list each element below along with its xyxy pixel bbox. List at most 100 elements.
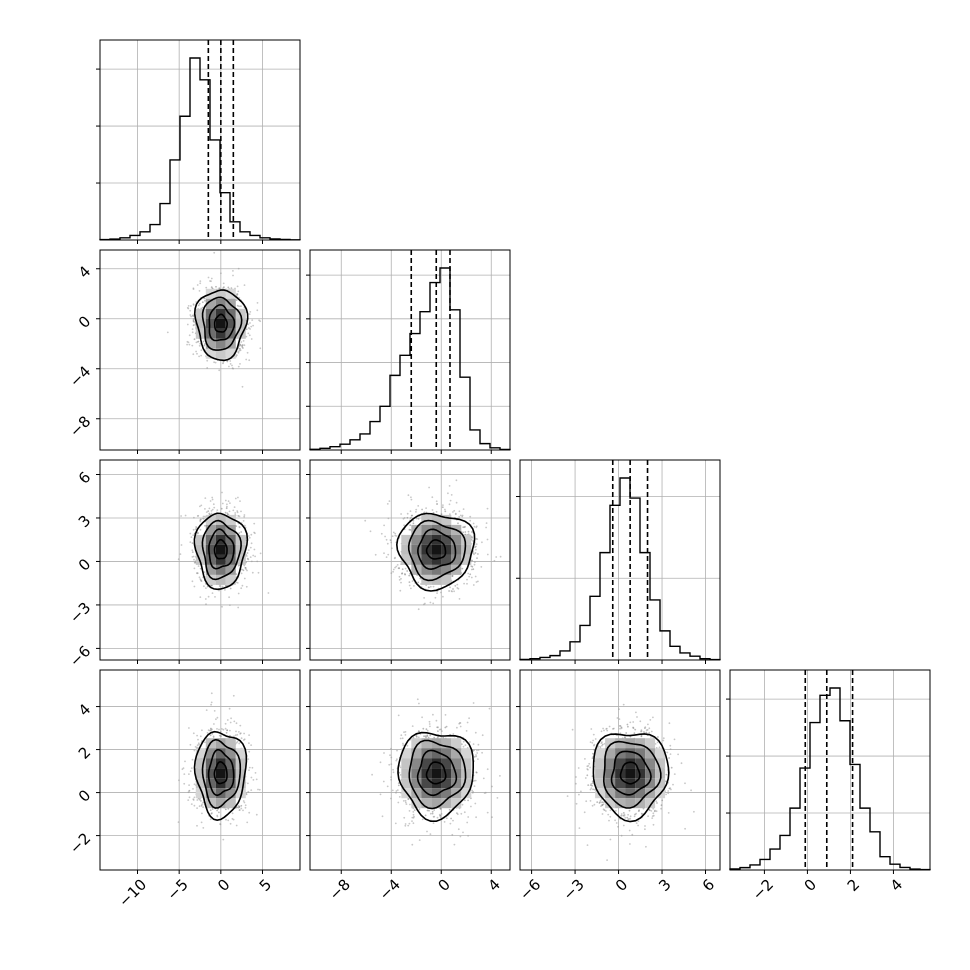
scatter-point [461, 803, 464, 806]
scatter-point [235, 722, 238, 725]
scatter-point [392, 768, 394, 771]
scatter-point [199, 518, 202, 521]
scatter-point [267, 592, 270, 594]
scatter-point [462, 745, 465, 748]
density-cell [461, 554, 472, 565]
scatter-point [442, 504, 444, 506]
scatter-point [195, 341, 198, 344]
density-cell [451, 748, 462, 759]
scatter-point [461, 567, 464, 570]
scatter-point [462, 740, 465, 743]
scatter-point [408, 584, 411, 587]
scatter-point [431, 496, 434, 499]
scatter-point [232, 270, 234, 272]
scatter-point [456, 726, 458, 729]
scatter-point [470, 805, 472, 808]
scatter-point [234, 512, 237, 514]
scatter-point [247, 323, 250, 326]
scatter-point [192, 534, 195, 537]
density-cell [635, 798, 646, 809]
scatter-point [248, 334, 251, 337]
density-cell [625, 758, 636, 769]
scatter-point [418, 839, 421, 841]
contour-line [417, 528, 457, 571]
scatter-point [591, 804, 594, 807]
scatter-point [416, 698, 419, 701]
scatter-point [589, 741, 592, 743]
density-cell [635, 748, 646, 759]
scatter-point [486, 811, 489, 814]
scatter-point [210, 286, 213, 288]
scatter-point [415, 508, 418, 511]
scatter-point [235, 824, 238, 827]
scatter-point [465, 730, 468, 732]
scatter-point [226, 512, 229, 515]
density-cell [431, 798, 442, 809]
scatter-point [473, 563, 476, 566]
scatter-point [435, 510, 438, 513]
density-cell [431, 748, 442, 759]
scatter-point [210, 510, 213, 512]
scatter-point [212, 503, 215, 506]
scatter-point [213, 710, 216, 712]
scatter-point [231, 817, 234, 820]
scatter-point [192, 324, 195, 327]
scatter-point [586, 765, 589, 768]
scatter-point [222, 282, 225, 285]
scatter-point [648, 731, 651, 734]
scatter-point [374, 553, 377, 556]
density-cell [225, 308, 236, 319]
scatter-point [475, 771, 478, 774]
scatter-point [491, 785, 493, 788]
scatter-point [247, 790, 250, 793]
scatter-point [219, 823, 222, 825]
scatter-point [652, 823, 655, 826]
scatter-point [425, 507, 427, 509]
density-cell [205, 514, 216, 525]
density-cell [595, 748, 606, 759]
scatter-point [620, 814, 623, 817]
scatter-point [580, 790, 582, 793]
scatter-point [192, 788, 194, 790]
scatter-point [202, 340, 205, 343]
scatter-point [477, 743, 480, 746]
scatter-point [252, 779, 255, 781]
density-cell [411, 768, 422, 779]
scatter-point [402, 742, 404, 745]
scatter-point [215, 285, 217, 288]
scatter-point [411, 725, 414, 727]
density-cell [205, 348, 216, 359]
scatter-point [252, 324, 255, 327]
scatter-point [186, 343, 189, 346]
scatter-point [198, 743, 201, 746]
contour-line [213, 760, 228, 785]
scatter-point [619, 725, 621, 727]
density-cell [401, 758, 412, 769]
scatter-point [419, 577, 422, 580]
density-cell [215, 348, 226, 359]
scatter-point [475, 816, 477, 819]
scatter-point [632, 726, 634, 729]
scatter-point [449, 499, 452, 502]
scatter-point [233, 506, 236, 508]
scatter-point [391, 789, 394, 792]
scatter-point [400, 581, 402, 584]
scatter-point [191, 580, 194, 583]
scatter-point [189, 532, 192, 535]
scatter-point [397, 782, 400, 784]
scatter-point [199, 797, 202, 800]
scatter-point [206, 367, 209, 369]
scatter-point [472, 540, 474, 542]
scatter-point [603, 809, 606, 811]
scatter-point [429, 734, 432, 737]
scatter-point [634, 813, 636, 816]
scatter-point [437, 730, 439, 732]
scatter-point [455, 501, 458, 504]
scatter-point [395, 759, 398, 762]
scatter-point [392, 771, 395, 774]
scatter-point [592, 752, 594, 755]
scatter-point [644, 828, 646, 831]
density-cell [451, 544, 462, 555]
scatter-point [213, 361, 216, 364]
scatter-point [472, 702, 475, 704]
